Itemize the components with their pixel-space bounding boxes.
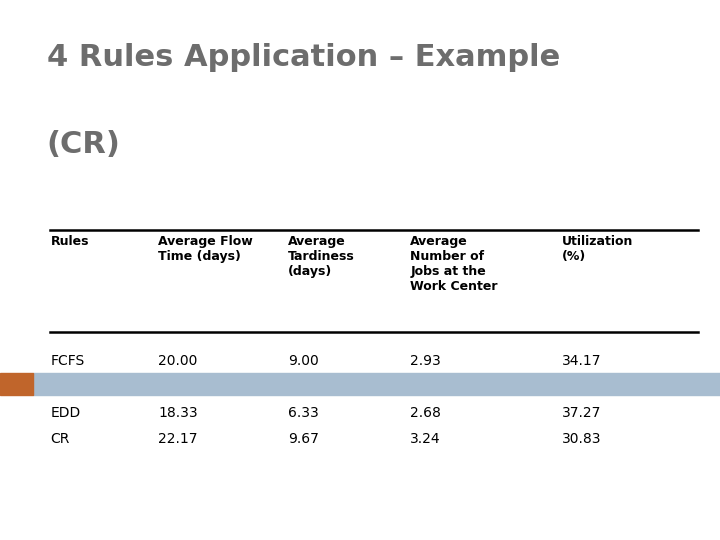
Text: Utilization
(%): Utilization (%) bbox=[562, 235, 633, 263]
Text: Rules: Rules bbox=[50, 235, 89, 248]
Text: EDD: EDD bbox=[50, 406, 81, 420]
Text: 37.96: 37.96 bbox=[562, 381, 601, 395]
Text: 22.17: 22.17 bbox=[158, 432, 198, 446]
Bar bbox=[0, 373, 33, 395]
Text: 20.00: 20.00 bbox=[158, 354, 198, 368]
Text: 9.00: 9.00 bbox=[288, 354, 319, 368]
Text: 2.68: 2.68 bbox=[410, 406, 441, 420]
Text: (CR): (CR) bbox=[47, 130, 121, 159]
Bar bbox=[33, 373, 720, 395]
Text: 2.63: 2.63 bbox=[410, 381, 441, 395]
Text: 2.93: 2.93 bbox=[410, 354, 441, 368]
Text: 9.67: 9.67 bbox=[288, 432, 319, 446]
Text: 18.00: 18.00 bbox=[158, 381, 198, 395]
Text: 37.27: 37.27 bbox=[562, 406, 601, 420]
Text: FCFS: FCFS bbox=[50, 354, 85, 368]
Text: Average
Tardiness
(days): Average Tardiness (days) bbox=[288, 235, 355, 278]
Text: 4 Rules Application – Example: 4 Rules Application – Example bbox=[47, 43, 560, 72]
Text: Average Flow
Time (days): Average Flow Time (days) bbox=[158, 235, 253, 263]
Text: 18.33: 18.33 bbox=[158, 406, 198, 420]
Text: 30.83: 30.83 bbox=[562, 432, 601, 446]
Text: SPT: SPT bbox=[50, 381, 76, 395]
Text: 34.17: 34.17 bbox=[562, 354, 601, 368]
Text: Average
Number of
Jobs at the
Work Center: Average Number of Jobs at the Work Cente… bbox=[410, 235, 498, 293]
Text: 6.67: 6.67 bbox=[288, 381, 319, 395]
Text: CR: CR bbox=[50, 432, 70, 446]
Text: 3.24: 3.24 bbox=[410, 432, 441, 446]
Text: 6.33: 6.33 bbox=[288, 406, 319, 420]
